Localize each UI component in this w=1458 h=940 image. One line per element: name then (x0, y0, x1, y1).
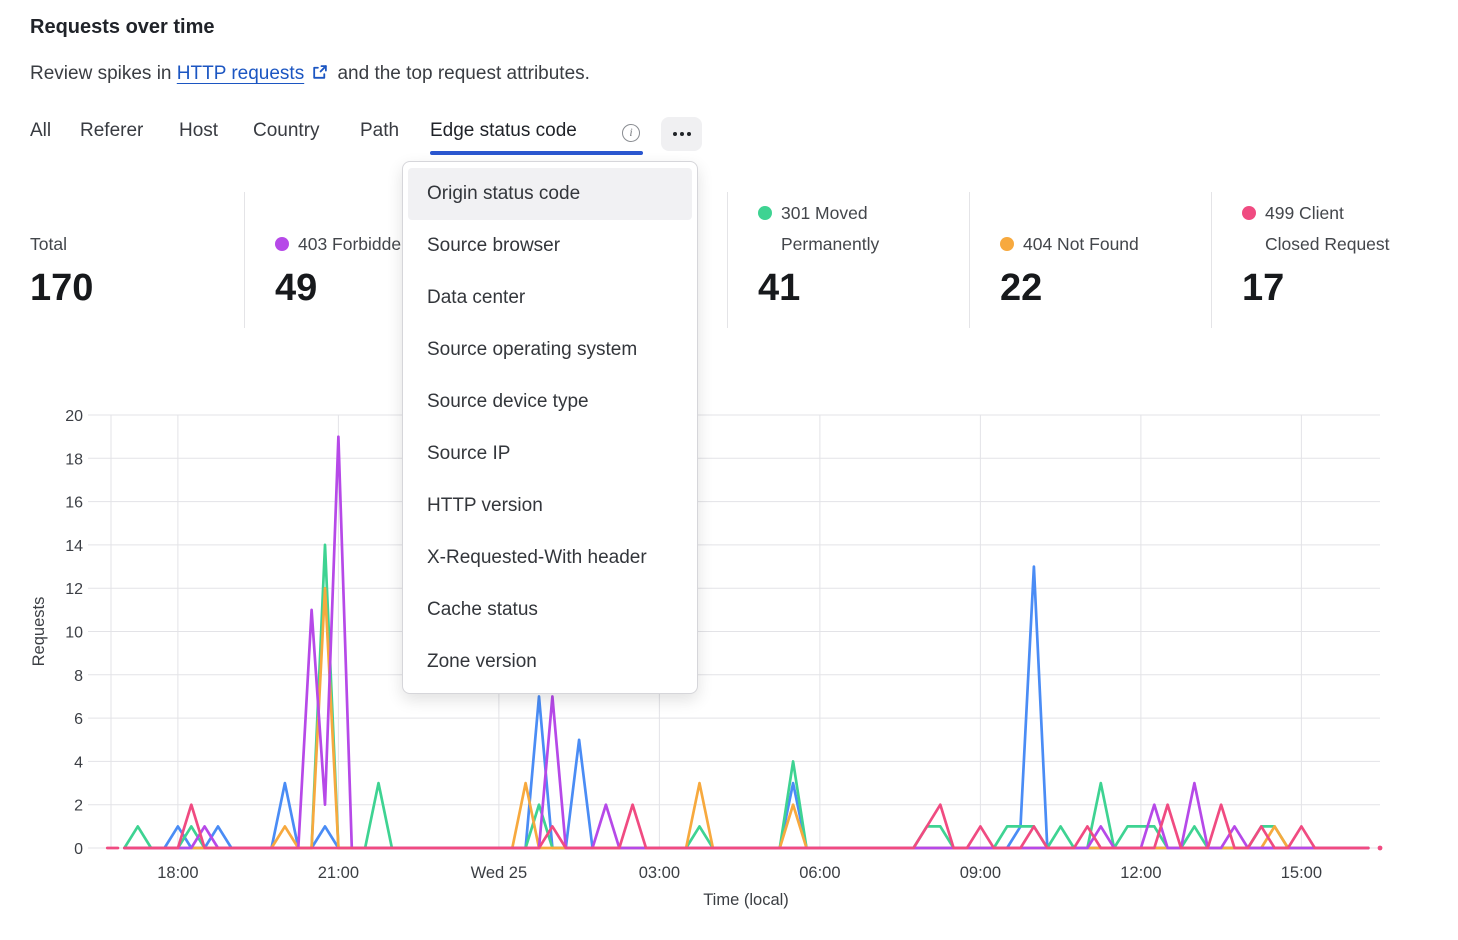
tab-host[interactable]: Host (179, 120, 219, 141)
menu-item-source-ip[interactable]: Source IP (427, 443, 511, 464)
stat-label: 403 Forbidden (298, 234, 411, 254)
info-icon[interactable]: i (622, 124, 640, 142)
tab-all[interactable]: All (30, 120, 52, 141)
external-link-icon[interactable] (311, 62, 328, 89)
y-tick-label: 14 (65, 538, 83, 555)
stat-499-client-closed-request: 499 Client Closed Request 17 (1211, 192, 1453, 328)
ellipsis-icon (672, 132, 677, 136)
x-tick-label: Wed 25 (471, 864, 528, 882)
selected-tab-underline (430, 151, 643, 155)
series-line-499-client-closed-request (123, 803, 1370, 850)
legend-dot (758, 206, 772, 220)
series-trailing-dot (1377, 845, 1383, 851)
x-tick-label: 09:00 (960, 864, 1001, 882)
requests-chart[interactable]: 0 2 4 6 8 10 12 14 16 18 20 18:00 21:00 Wed 25 03:00 06… (0, 400, 1458, 940)
more-tabs-button[interactable] (661, 117, 702, 151)
y-tick-label: 16 (65, 495, 83, 512)
menu-item-origin-status-code[interactable]: Origin status code (408, 168, 692, 220)
menu-item-http-version[interactable]: HTTP version (427, 495, 543, 516)
y-tick-label: 0 (74, 841, 83, 858)
stats-row: Total 170 403 Forbidden 49 301 Moved Permane… (0, 192, 1458, 328)
x-tick-label: 18:00 (157, 864, 198, 882)
y-tick-label: 12 (65, 581, 83, 598)
menu-item-cache-status[interactable]: Cache status (427, 599, 538, 620)
tab-referer[interactable]: Referer (80, 120, 144, 141)
stat-value: 41 (758, 267, 801, 309)
legend-dot (1000, 237, 1014, 251)
http-requests-link[interactable]: HTTP requests (176, 63, 305, 84)
menu-item-zone-version[interactable]: Zone version (427, 651, 537, 672)
menu-item-x-requested-with-header[interactable]: X-Requested-With header (427, 547, 647, 568)
y-tick-label: 2 (74, 798, 83, 815)
page-title: Requests over time (30, 16, 215, 38)
attribute-dropdown-menu: Origin status code Source browser Data cen… (402, 161, 698, 694)
menu-item-source-browser[interactable]: Source browser (427, 235, 561, 256)
tab-country[interactable]: Country (253, 120, 320, 141)
subtitle-suffix: and the top request attributes. (337, 63, 590, 84)
stat-value: 49 (275, 267, 318, 309)
stat-label: 301 Moved Permanently (781, 203, 880, 254)
legend-dot (1242, 206, 1256, 220)
y-tick-label: 10 (65, 625, 83, 642)
stat-label: Total (30, 234, 67, 254)
subtitle: Review spikes in HTTP requests and the t… (30, 60, 590, 89)
stat-403-forbidden: 403 Forbidden 49 (244, 192, 486, 328)
stat-label: 499 Client Closed Request (1265, 203, 1390, 254)
y-tick-label: 18 (65, 451, 83, 468)
x-axis-title: Time (local) (703, 891, 789, 909)
x-tick-label: 06:00 (799, 864, 840, 882)
y-tick-label: 4 (74, 754, 83, 771)
stat-404-not-found: 404 Not Found 22 (969, 192, 1211, 328)
subtitle-prefix: Review spikes in (30, 63, 172, 84)
x-tick-label: 15:00 (1281, 864, 1322, 882)
x-tick-label: 21:00 (318, 864, 359, 882)
menu-item-source-device-type[interactable]: Source device type (427, 391, 589, 412)
y-tick-label: 20 (65, 408, 83, 425)
stat-301-moved-permanently: 301 Moved Permanently 41 (727, 192, 969, 328)
x-tick-label: 03:00 (639, 864, 680, 882)
y-tick-label: 6 (74, 711, 83, 728)
stat-value: 17 (1242, 267, 1285, 309)
stat-value: 170 (30, 267, 94, 309)
y-axis-title: Requests (30, 597, 48, 667)
stat-total: Total 170 (30, 192, 272, 328)
tab-edge-status-code[interactable]: Edge status code (430, 120, 577, 141)
tab-path[interactable]: Path (360, 120, 400, 141)
series-line-403-forbidden (123, 435, 1370, 850)
stat-label: 404 Not Found (1023, 234, 1139, 254)
attribute-tabbar: i All Referer Host Country Path Edge status c… (0, 116, 1458, 156)
menu-item-source-operating-system[interactable]: Source operating system (427, 339, 638, 360)
y-tick-label: 8 (74, 668, 83, 685)
x-tick-label: 12:00 (1120, 864, 1161, 882)
stat-value: 22 (1000, 267, 1043, 309)
series-line-301-moved-permanently (123, 543, 1370, 850)
menu-item-data-center[interactable]: Data center (427, 287, 526, 308)
legend-dot (275, 237, 289, 251)
